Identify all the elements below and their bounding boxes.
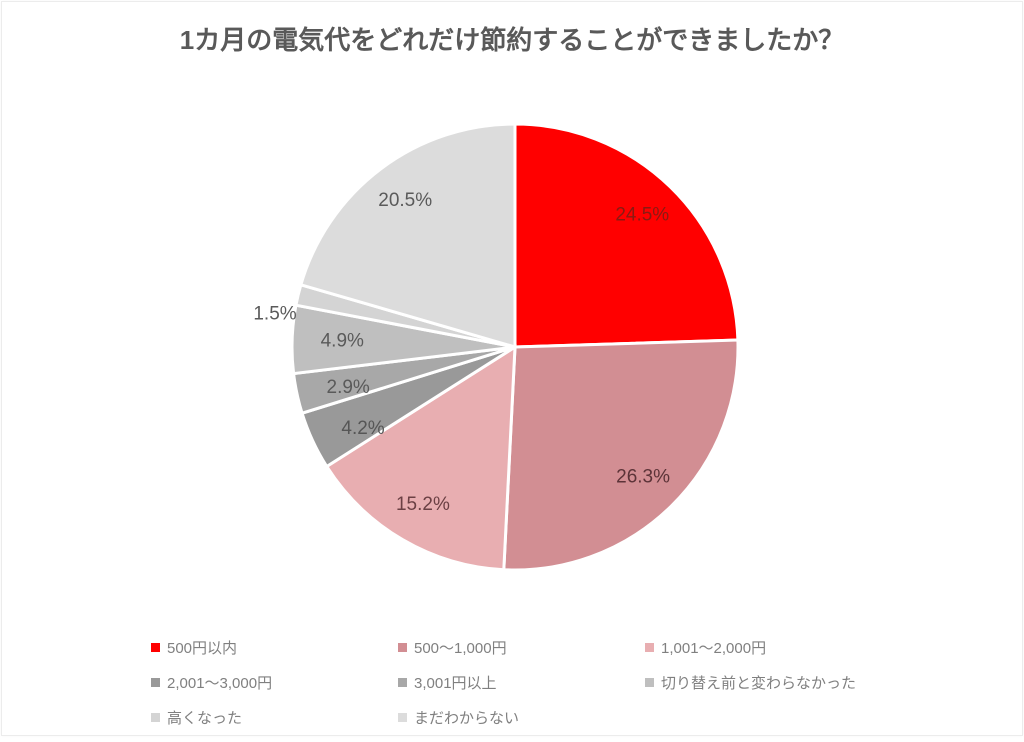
svg-text:4.9%: 4.9% — [321, 331, 364, 352]
svg-text:1.5%: 1.5% — [253, 304, 296, 325]
svg-text:4.2%: 4.2% — [341, 418, 384, 439]
svg-text:2.9%: 2.9% — [327, 377, 370, 398]
svg-text:24.5%: 24.5% — [615, 205, 669, 226]
svg-text:20.5%: 20.5% — [378, 190, 432, 211]
svg-text:26.3%: 26.3% — [616, 467, 670, 488]
svg-text:15.2%: 15.2% — [396, 494, 450, 515]
